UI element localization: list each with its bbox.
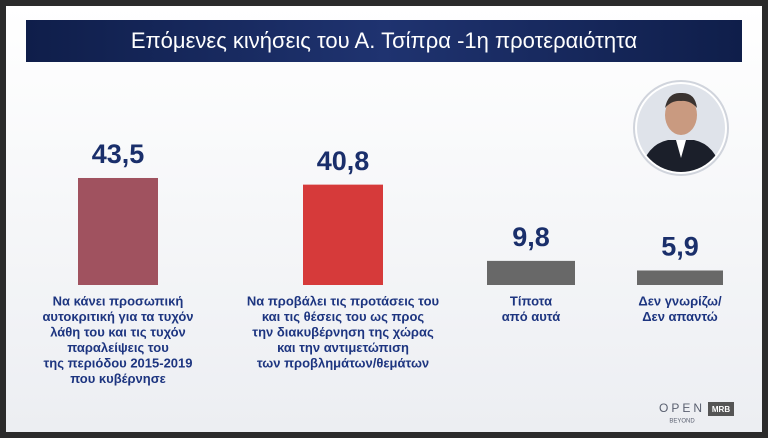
channel-logo: OPEN — [659, 401, 705, 415]
category-label: την διακυβέρνηση της χώρας — [252, 324, 434, 339]
category-label: παραλείψεις του — [67, 340, 169, 355]
category-label: που κυβέρνησε — [70, 371, 166, 386]
category-label: Να κάνει προσωπική — [53, 293, 184, 308]
bar — [303, 184, 383, 285]
bar — [487, 260, 575, 285]
category-label: λάθη του και τις τυχόν — [50, 324, 186, 339]
category-label: αυτοκριτική για τα τυχόν — [42, 309, 193, 324]
category-label: από αυτά — [502, 309, 561, 324]
chart-title: Επόμενες κινήσεις του Α. Τσίπρα -1η προτ… — [131, 28, 638, 53]
pollster-logo-box — [708, 402, 734, 416]
category-label: Δεν γνωρίζω/ — [638, 293, 722, 308]
category-label: των προβλημάτων/θεμάτων — [257, 355, 429, 370]
bar — [78, 177, 158, 285]
value-label: 40,8 — [317, 146, 370, 176]
category-label: Να προβάλει τις προτάσεις του — [247, 293, 440, 308]
channel-tagline: BEYOND — [669, 419, 695, 425]
category-label: της περιόδου 2015-2019 — [43, 355, 192, 370]
value-label: 5,9 — [661, 232, 699, 262]
pollster-logo: MRB — [712, 405, 730, 414]
bar — [637, 270, 723, 285]
category-label: Τίποτα — [510, 293, 552, 308]
category-label: και την αντιμετώπιση — [277, 340, 409, 355]
logos: OPEN BEYOND MRB — [659, 401, 734, 425]
title-banner — [26, 20, 742, 62]
category-label: και τις θέσεις του ως προς — [262, 309, 425, 324]
value-label: 9,8 — [512, 222, 550, 252]
category-label: Δεν απαντώ — [642, 309, 718, 324]
portrait — [633, 80, 729, 176]
value-label: 43,5 — [92, 139, 145, 169]
